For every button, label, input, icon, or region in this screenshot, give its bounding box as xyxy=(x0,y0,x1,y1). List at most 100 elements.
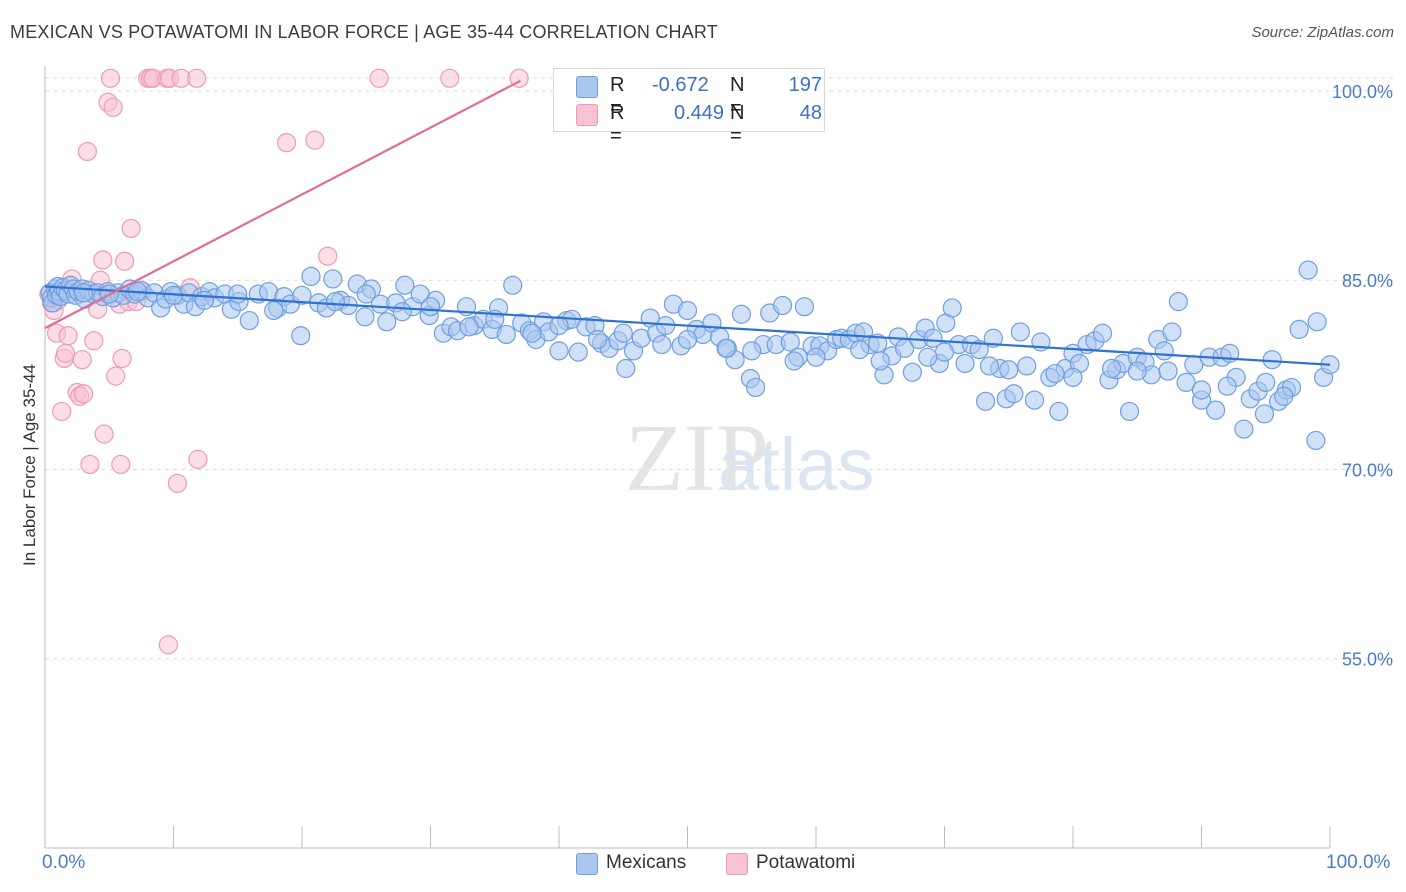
r-value: 0.449 xyxy=(674,102,725,124)
y-tick-label: 70.0% xyxy=(1342,460,1393,480)
mexicans-point xyxy=(850,339,870,360)
mexicans-point xyxy=(1168,292,1188,312)
mexicans-point xyxy=(716,338,736,358)
mexicans-point xyxy=(1256,372,1276,392)
potawatomi-point xyxy=(77,141,98,162)
mexicans-point xyxy=(616,358,636,379)
n-value: 197 xyxy=(788,74,822,96)
potawatomi-point xyxy=(318,246,338,266)
mexicans-point xyxy=(1191,380,1212,400)
mexicans-point xyxy=(1101,358,1122,379)
potawatomi-swatch xyxy=(726,853,748,875)
y-tick-label: 55.0% xyxy=(1342,650,1393,670)
mexicans-point xyxy=(1274,386,1294,406)
potawatomi-point xyxy=(55,343,76,363)
mexicans-point xyxy=(239,310,259,331)
mexicans-point xyxy=(459,317,479,337)
potawatomi-trend-line xyxy=(44,79,521,330)
mexicans-swatch xyxy=(576,853,598,875)
potawatomi-point xyxy=(58,326,78,346)
chart-title: MEXICAN VS POTAWATOMI IN LABOR FORCE | A… xyxy=(10,22,719,42)
x-tick-label-max: 100.0% xyxy=(1326,852,1391,873)
mexicans-point xyxy=(613,323,633,343)
potawatomi-point xyxy=(369,68,389,88)
mexicans-point xyxy=(1049,401,1069,422)
mexicans-point xyxy=(228,284,248,304)
mexicans-point xyxy=(1307,312,1327,332)
mexicans-point xyxy=(1289,319,1309,340)
trend-lines xyxy=(44,79,1331,366)
potawatomi-point xyxy=(167,473,187,493)
mexicans-point xyxy=(568,342,588,362)
mexicans-point xyxy=(301,266,321,287)
mexicans-point xyxy=(677,300,698,321)
mexicans-point xyxy=(292,285,312,305)
potawatomi-point xyxy=(73,384,94,404)
potawatomi-point xyxy=(52,401,72,422)
mexicans-points xyxy=(40,260,1340,451)
mexicans-point xyxy=(420,297,441,317)
mexicans-point xyxy=(1010,322,1030,342)
potawatomi-points xyxy=(39,68,529,655)
y-tick-label: 85.0% xyxy=(1342,271,1393,291)
mexicans-point xyxy=(1298,260,1318,280)
mexicans-point xyxy=(392,302,412,322)
mexicans-point xyxy=(194,290,214,310)
potawatomi-point xyxy=(440,68,460,88)
source-credit: Source: ZipAtlas.com xyxy=(1251,24,1394,41)
watermark-zip: ZIP xyxy=(625,404,769,511)
mexicans-point xyxy=(742,341,762,361)
mexicans-point xyxy=(1119,401,1140,422)
mexicans-point xyxy=(746,377,766,398)
legend-label-potawatomi: Potawatomi xyxy=(756,852,856,873)
mexicans-point xyxy=(1127,361,1147,381)
n-label: N = xyxy=(730,74,745,119)
y-axis-label: In Labor Force | Age 35-44 xyxy=(20,364,39,566)
mexicans-point xyxy=(496,324,516,345)
potawatomi-point xyxy=(115,251,135,271)
legend-label-mexicans: Mexicans xyxy=(606,852,687,873)
potawatomi-point xyxy=(100,68,121,88)
mexicans-point xyxy=(976,391,996,411)
x-tick-label-min: 0.0% xyxy=(42,852,86,873)
watermark-atlas: atlas xyxy=(718,423,874,506)
mexicans-point xyxy=(291,326,311,346)
mexicans-point xyxy=(1206,400,1226,420)
mexicans-point xyxy=(1045,363,1065,384)
mexicans-point xyxy=(1176,372,1196,392)
mexicans-point xyxy=(652,334,672,355)
mexicans-point xyxy=(1262,350,1282,370)
mexicans-point xyxy=(503,275,523,295)
potawatomi-point xyxy=(187,68,207,88)
r-label: R = xyxy=(610,102,625,147)
mexicans-point xyxy=(325,292,346,312)
potawatomi-point xyxy=(94,424,114,444)
watermark: ZIP atlas xyxy=(625,404,874,511)
potawatomi-point xyxy=(121,218,141,239)
mexicans-point xyxy=(999,360,1019,380)
potawatomi-point xyxy=(103,97,123,117)
potawatomi-point xyxy=(188,449,208,469)
axes xyxy=(44,66,1331,849)
mexicans-swatch xyxy=(576,76,598,98)
mexicans-point xyxy=(902,362,922,382)
mexicans-point xyxy=(983,328,1003,348)
mexicans-point xyxy=(1092,323,1113,343)
mexicans-point xyxy=(73,283,94,303)
mexicans-point xyxy=(1154,341,1174,361)
stats-legend: R = -0.672 N = 197 R = 0.449 N = 48 xyxy=(553,68,825,147)
mexicans-point xyxy=(1234,419,1254,439)
mexicans-point xyxy=(522,323,542,343)
mexicans-point xyxy=(870,351,890,371)
y-tick-labels: 55.0% 70.0% 85.0% 100.0% xyxy=(1332,82,1393,670)
mexicans-point xyxy=(355,307,375,327)
potawatomi-point xyxy=(106,366,126,386)
mexicans-point xyxy=(377,312,397,332)
mexicans-point xyxy=(1306,430,1326,451)
potawatomi-point xyxy=(72,350,92,370)
mexicans-point xyxy=(942,298,962,318)
mexicans-point xyxy=(395,275,415,295)
mexicans-point xyxy=(1254,404,1275,424)
potawatomi-point xyxy=(112,348,132,369)
